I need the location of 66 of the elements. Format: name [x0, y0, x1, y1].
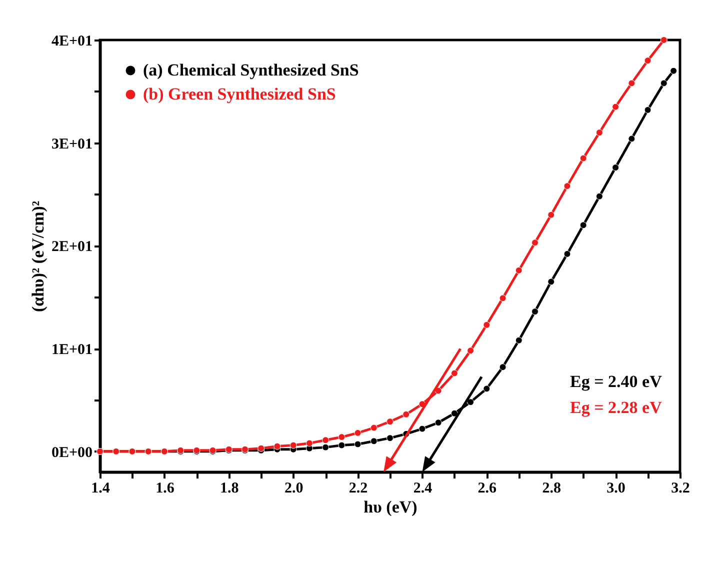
point	[418, 425, 426, 432]
y-tick-label: 2E+01	[51, 239, 92, 256]
x-tick-label: 2.4	[413, 480, 433, 496]
y-tick-label: 0E+00	[51, 444, 92, 461]
legend-label: (a) Chemical Synthesized SnS	[143, 60, 359, 80]
x-tick-label: 2.8	[542, 480, 561, 496]
point	[580, 154, 587, 162]
point	[515, 336, 522, 344]
y-axis-title: (αhυ)² (eV/cm)²	[28, 200, 48, 312]
point	[670, 67, 678, 74]
point	[532, 308, 538, 316]
point	[644, 57, 652, 64]
point	[628, 80, 636, 87]
point	[532, 239, 538, 246]
point	[483, 321, 490, 328]
point	[596, 129, 603, 136]
point	[450, 370, 458, 377]
point	[499, 294, 506, 302]
point	[467, 398, 474, 406]
x-tick-label: 3.2	[671, 480, 690, 496]
point	[612, 164, 620, 172]
point	[338, 434, 346, 441]
x-tick-label: 3.0	[606, 480, 626, 496]
x-tick-label: 2.2	[348, 480, 368, 496]
point	[660, 80, 668, 87]
point	[434, 419, 442, 426]
point	[580, 222, 587, 229]
point	[612, 103, 620, 110]
point	[386, 418, 394, 426]
point	[290, 442, 297, 449]
point	[322, 436, 330, 444]
point	[499, 364, 506, 371]
point	[596, 192, 603, 200]
y-tick-label: 3E+01	[51, 136, 92, 152]
point	[628, 135, 636, 142]
point	[515, 266, 522, 274]
x-tick-label: 1.4	[91, 480, 110, 496]
x-tick-label: 1.8	[220, 480, 239, 496]
point	[450, 410, 458, 417]
point	[564, 182, 571, 190]
point	[548, 278, 555, 286]
x-tick-label: 2.0	[284, 480, 304, 496]
annotation: Eg = 2.40 eV	[570, 372, 663, 391]
point	[370, 438, 378, 445]
point	[354, 429, 362, 436]
point	[483, 385, 490, 392]
point	[354, 440, 362, 448]
x-tick-label: 1.6	[156, 480, 175, 496]
point	[306, 440, 313, 447]
point	[660, 36, 668, 44]
y-tick-label: 1E+01	[51, 342, 92, 358]
point	[274, 442, 281, 450]
point	[644, 106, 652, 114]
point	[467, 347, 474, 354]
x-axis-title: hυ (eV)	[364, 498, 418, 516]
point	[402, 410, 410, 418]
point	[386, 434, 394, 442]
point	[548, 211, 555, 218]
point	[564, 250, 571, 258]
y-tick-label: 4E+01	[51, 34, 92, 50]
annotation: Eg = 2.28 eV	[570, 398, 663, 417]
x-tick-label: 2.6	[478, 480, 498, 496]
legend-label: (b) Green Synthesized SnS	[143, 84, 336, 104]
point	[322, 444, 330, 451]
point	[338, 442, 346, 449]
point	[370, 424, 378, 432]
